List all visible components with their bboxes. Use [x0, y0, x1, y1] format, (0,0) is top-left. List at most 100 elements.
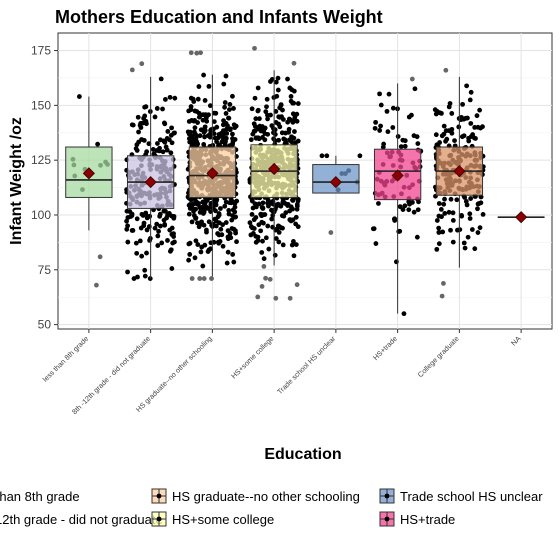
- legend-label: less than 8th grade: [0, 489, 80, 504]
- data-point: [434, 246, 440, 252]
- data-point: [230, 252, 236, 257]
- data-point: [225, 249, 231, 255]
- data-point: [381, 141, 387, 147]
- data-point: [466, 138, 472, 144]
- legend-item: 8th -12th grade - did not graduate: [0, 512, 163, 527]
- data-point: [201, 72, 207, 78]
- data-point: [259, 219, 265, 225]
- data-point: [272, 138, 278, 144]
- data-point: [261, 264, 267, 269]
- data-point: [461, 240, 467, 246]
- data-point: [195, 96, 201, 102]
- data-point: [260, 212, 266, 218]
- data-point: [223, 111, 229, 116]
- data-point: [409, 76, 415, 82]
- data-point: [232, 209, 238, 215]
- data-point: [475, 230, 481, 235]
- data-point: [263, 235, 269, 241]
- legend-item: HS+trade: [379, 511, 455, 527]
- data-point: [264, 104, 269, 110]
- data-point: [249, 212, 255, 217]
- data-point: [225, 236, 231, 242]
- data-point: [221, 81, 227, 87]
- data-point: [194, 50, 200, 56]
- data-point: [452, 138, 457, 144]
- data-point: [223, 73, 229, 79]
- data-point: [249, 106, 255, 112]
- y-tick-label: 75: [38, 263, 52, 277]
- data-point: [480, 124, 485, 130]
- data-point: [165, 129, 171, 134]
- data-point: [294, 206, 300, 212]
- data-point: [208, 127, 213, 133]
- data-point: [279, 213, 285, 219]
- data-point: [134, 142, 140, 148]
- data-point: [189, 118, 195, 123]
- data-point: [231, 106, 236, 111]
- data-point: [226, 208, 232, 213]
- data-point: [222, 203, 228, 209]
- data-point: [222, 140, 228, 146]
- data-point: [444, 136, 450, 142]
- data-point: [455, 227, 460, 233]
- data-point: [172, 130, 177, 136]
- data-point: [294, 202, 300, 207]
- data-point: [146, 141, 152, 147]
- data-point: [198, 50, 203, 56]
- data-point: [227, 107, 232, 113]
- data-point: [188, 50, 194, 56]
- data-point: [295, 138, 301, 144]
- legend-label: Trade school HS unclear: [400, 489, 543, 504]
- data-point: [270, 198, 276, 204]
- data-point: [462, 245, 468, 251]
- data-point: [291, 135, 297, 141]
- data-point: [280, 225, 285, 231]
- data-point: [130, 122, 136, 128]
- data-point: [440, 229, 446, 235]
- y-axis: 50 75 100 125 150 175: [31, 44, 58, 332]
- data-point: [464, 83, 470, 89]
- data-point: [139, 61, 145, 67]
- data-point: [439, 133, 445, 139]
- data-point: [291, 60, 297, 66]
- data-point: [202, 242, 208, 248]
- data-point: [267, 276, 273, 282]
- data-point: [169, 266, 175, 271]
- data-point: [273, 109, 279, 114]
- data-point: [167, 94, 173, 100]
- data-point: [449, 126, 455, 132]
- data-point: [260, 206, 266, 211]
- data-point: [152, 225, 158, 231]
- data-point: [192, 125, 198, 131]
- data-point: [248, 232, 254, 238]
- data-point: [193, 238, 199, 244]
- data-point: [138, 125, 144, 130]
- data-point: [293, 214, 299, 220]
- data-point: [378, 123, 383, 129]
- data-point: [157, 213, 163, 219]
- legend: less than 8th grade 8th -12th grade - did…: [0, 488, 543, 527]
- data-point: [477, 107, 483, 113]
- data-point: [390, 105, 396, 111]
- data-point: [232, 125, 238, 131]
- data-point: [200, 263, 206, 269]
- data-point: [125, 223, 130, 229]
- data-point: [449, 130, 455, 136]
- data-point: [172, 95, 178, 101]
- y-tick-label: 175: [31, 44, 51, 58]
- data-point: [133, 240, 139, 246]
- data-point: [159, 240, 165, 246]
- chart-title: Mothers Education and Infants Weight: [55, 7, 383, 27]
- data-point: [434, 218, 440, 223]
- data-point: [378, 102, 384, 108]
- data-point: [295, 101, 301, 106]
- data-point: [273, 79, 279, 85]
- data-point: [406, 114, 412, 120]
- data-point: [164, 147, 170, 153]
- data-point: [273, 295, 279, 301]
- data-point: [248, 137, 254, 143]
- data-point: [192, 108, 198, 114]
- data-point: [436, 225, 442, 231]
- data-point: [286, 126, 292, 132]
- data-point: [207, 134, 213, 140]
